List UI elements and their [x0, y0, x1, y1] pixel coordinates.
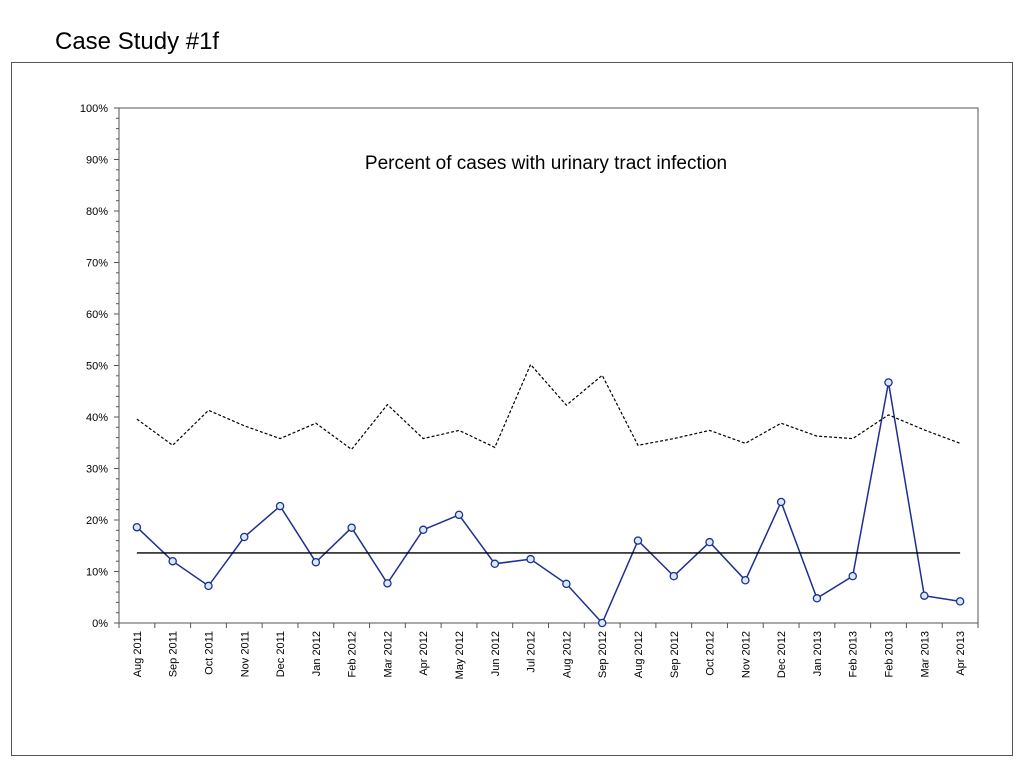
- x-tick-label: Dec 2012: [776, 631, 788, 678]
- x-tick-label: Jan 2013: [812, 631, 824, 676]
- plot-area: [118, 107, 979, 624]
- y-tick-label: 80%: [86, 206, 108, 218]
- y-tick-label: 50%: [86, 361, 108, 373]
- x-tick-label: May 2012: [454, 631, 466, 679]
- x-axis: Aug 2011 Sep 2011 Oct 2011 Nov 2011 Dec 2011…: [118, 623, 979, 679]
- data-point: [347, 523, 356, 532]
- data-point: [669, 571, 679, 581]
- data-point: [562, 579, 571, 589]
- y-tick-label: 20%: [86, 515, 108, 527]
- series-layer: [132, 363, 965, 628]
- data-point: [240, 532, 249, 542]
- x-tick-label: Feb 2013: [884, 631, 896, 677]
- y-tick-label: 90%: [86, 155, 108, 167]
- x-tick-label: Jan 2012: [311, 631, 323, 676]
- data-point: [812, 594, 822, 603]
- data-point: [204, 581, 213, 591]
- x-tick-label: Aug 2012: [633, 631, 645, 678]
- x-tick-label: Aug 2012: [561, 631, 573, 678]
- data-line: [136, 382, 961, 625]
- upper-limit-line: [136, 363, 961, 451]
- data-point: [490, 559, 500, 569]
- x-tick-label: Nov 2012: [740, 631, 752, 678]
- y-tick-label: 0%: [92, 618, 108, 630]
- data-point: [955, 597, 965, 606]
- x-tick-label: Feb 2012: [347, 631, 359, 677]
- data-point: [597, 618, 607, 628]
- x-tick-label: Jul 2012: [526, 631, 538, 673]
- y-axis: 0% 10% 20% 30% 40% 50% 60% 70% 80% 90% 100%: [80, 103, 120, 630]
- data-point: [168, 556, 177, 566]
- data-point: [454, 510, 464, 520]
- x-tick-label: Sep 2012: [597, 631, 609, 678]
- x-tick-label: Aug 2011: [132, 631, 144, 677]
- data-point: [741, 576, 750, 585]
- y-tick-label: 10%: [86, 567, 108, 579]
- data-point: [526, 554, 535, 564]
- y-tick-label: 40%: [86, 412, 108, 424]
- x-tick-label: Oct 2011: [203, 631, 215, 675]
- x-tick-label: Mar 2012: [382, 631, 394, 677]
- x-tick-label: Oct 2012: [705, 631, 717, 676]
- y-tick-label: 60%: [86, 309, 108, 321]
- chart-frame: [11, 62, 1013, 756]
- x-tick-label: Sep 2012: [669, 631, 681, 678]
- data-point: [418, 525, 428, 535]
- data-point: [705, 537, 714, 547]
- x-tick-label: Dec 2011: [275, 631, 287, 677]
- y-tick-label: 30%: [86, 464, 108, 476]
- y-tick-label: 100%: [80, 103, 108, 115]
- x-tick-label: Sep 2011: [168, 631, 180, 677]
- data-point: [776, 497, 786, 507]
- data-point: [275, 501, 285, 511]
- data-point: [920, 591, 929, 600]
- y-tick-label: 70%: [86, 258, 108, 270]
- x-tick-label: Nov 2011: [239, 631, 251, 677]
- data-point: [884, 378, 893, 387]
- data-point: [633, 536, 643, 545]
- x-tick-label: Feb 2013: [848, 631, 860, 677]
- chart-title: Percent of cases with urinary tract infe…: [365, 153, 727, 174]
- x-tick-label: Apr 2013: [955, 631, 967, 676]
- x-tick-label: Apr 2012: [418, 631, 430, 676]
- data-point: [311, 557, 321, 567]
- data-point: [383, 579, 392, 588]
- page-title: Case Study #1f: [55, 28, 220, 55]
- data-point: [132, 522, 142, 532]
- x-tick-label: Jun 2012: [490, 631, 502, 676]
- data-point: [848, 571, 857, 581]
- x-tick-label: Mar 2013: [919, 631, 931, 677]
